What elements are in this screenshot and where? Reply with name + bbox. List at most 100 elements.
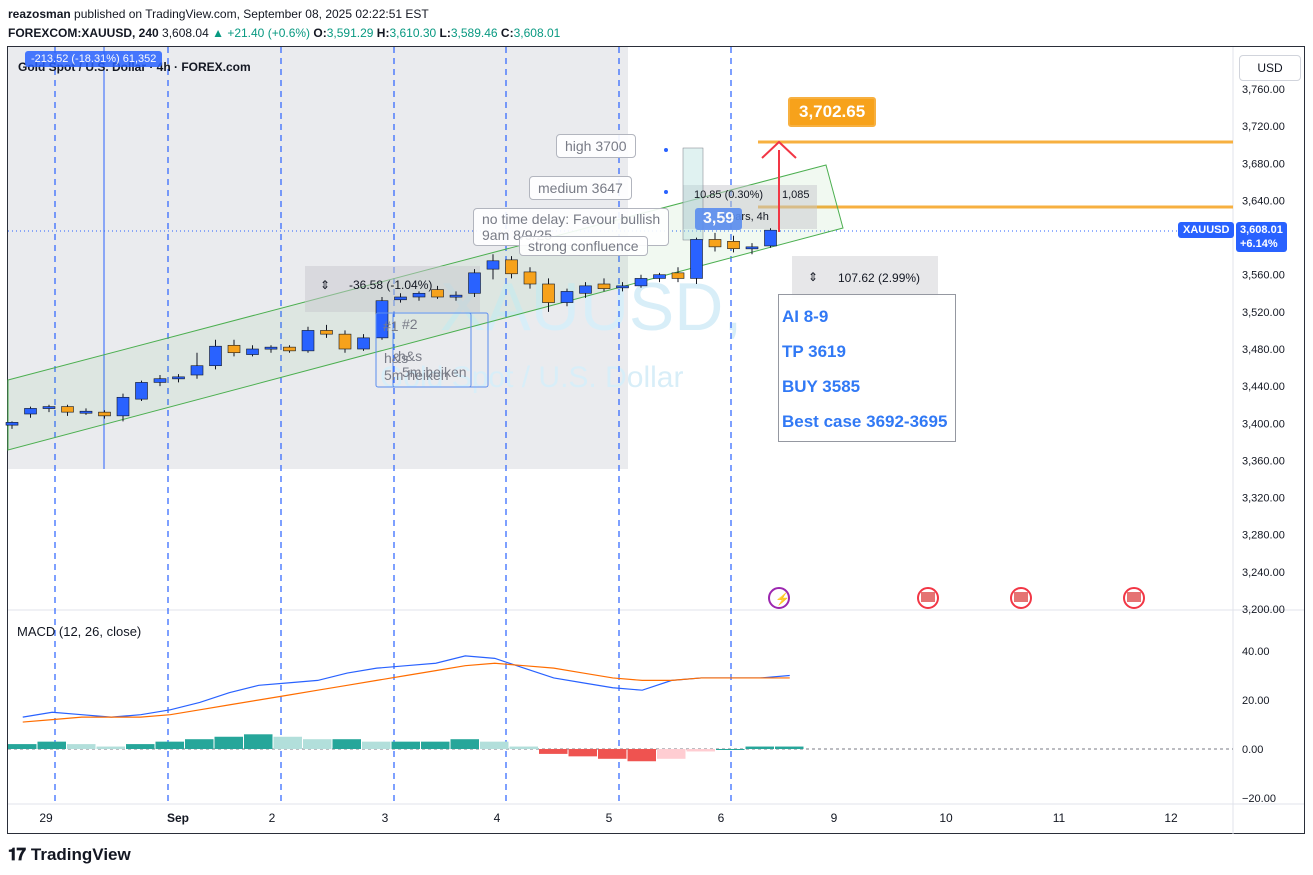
candle-body (5, 422, 19, 426)
mark-2: #2 (402, 316, 418, 332)
price-tick-label: 3,520.00 (1242, 307, 1285, 319)
heiken-label-2: 5m heiken (402, 364, 467, 380)
macd-histogram[interactable] (8, 734, 804, 762)
macd-tick-label: 0.00 (1242, 744, 1263, 756)
candlestick-series[interactable] (5, 228, 777, 429)
macd-hist-bar (37, 741, 66, 749)
candle-body (412, 292, 426, 298)
candle-body (153, 378, 167, 383)
price-tick-label: 3,480.00 (1242, 344, 1285, 356)
tradingview-logo[interactable]: 𝟏𝟕 TradingView (8, 845, 131, 865)
author-name[interactable]: reazosman (8, 7, 71, 21)
candle-body (246, 348, 259, 355)
candle-body (42, 406, 56, 409)
macd-hist-bar (332, 739, 361, 749)
price-tick-label: 3,640.00 (1242, 195, 1285, 207)
time-tick-label: 5 (606, 811, 613, 825)
last-price: 3,608.04 (162, 26, 209, 40)
target-arrow-head[interactable] (761, 140, 797, 159)
range-measure-box[interactable] (792, 256, 938, 298)
candle-body (338, 333, 352, 350)
candle-body (597, 283, 611, 289)
macd-axis[interactable]: 40.00 20.00 0.00 −20.00 (1242, 646, 1276, 805)
price-tick-label: 3,240.00 (1242, 567, 1285, 579)
candle-body (468, 272, 481, 294)
range-measure-label[interactable]: -213.52 (-18.31%) 61,352 (25, 51, 163, 67)
macd-tick-label: −20.00 (1242, 793, 1276, 805)
macd-hist-bar (126, 744, 155, 749)
macd-hist-bar (96, 746, 125, 749)
candle-body (135, 382, 148, 400)
measure-icon: ⇕ (808, 270, 819, 284)
macd-hist-bar (568, 749, 597, 757)
time-tick-label: 9 (831, 811, 838, 825)
drop-measure-text: -36.58 (-1.04%) (349, 278, 433, 292)
candle-body (690, 239, 703, 279)
candle-body (301, 330, 315, 352)
candle-body (98, 411, 111, 417)
last-change-value: +6.14% (1240, 238, 1278, 250)
macd-hist-bar (67, 744, 96, 749)
candle-body (190, 365, 204, 376)
shaded-range[interactable] (8, 47, 628, 469)
small-measure-text: 10.85 (0.30%) (694, 189, 764, 201)
macd-tick-label: 20.00 (1242, 695, 1270, 707)
signal-line[interactable] (22, 662, 790, 723)
candle-body (505, 259, 518, 275)
macd-hist-bar (391, 741, 420, 749)
close-label: C: (500, 26, 514, 40)
drop-measure-box[interactable] (305, 266, 480, 312)
time-tick-label: 2 (269, 811, 276, 825)
candle-body (320, 330, 333, 335)
high-callout[interactable]: high 3700 (556, 134, 636, 158)
publish-info: published on TradingView.com, September … (74, 7, 429, 21)
time-axis[interactable]: 29 Sep 2 3 4 5 6 9 10 11 12 (39, 811, 1178, 825)
macd-hist-bar (244, 734, 273, 749)
earnings-event-icon[interactable] (768, 587, 790, 609)
us-flag-icon (1014, 592, 1028, 602)
heiken-box-2[interactable] (392, 312, 472, 388)
candle-body (357, 337, 370, 350)
medium-callout-anchor (664, 190, 668, 194)
macd-hist-bar (450, 739, 479, 749)
high-callout-anchor (664, 148, 668, 152)
medium-callout[interactable]: medium 3647 (529, 176, 632, 200)
note-line-2: TP 3619 (782, 342, 846, 361)
time-tick-label: 29 (39, 811, 53, 825)
note-line-4: Best case 3692-3695 (782, 412, 948, 431)
candle-body (79, 410, 93, 414)
candle-body (172, 376, 185, 380)
candle-body (579, 285, 592, 294)
price-tick-label: 3,440.00 (1242, 381, 1285, 393)
trade-note[interactable]: AI 8-9 TP 3619 BUY 3585 Best case 3692-3… (778, 294, 956, 442)
candle-body (671, 272, 685, 279)
currency-button[interactable]: USD (1239, 55, 1301, 81)
macd-line[interactable] (22, 655, 790, 718)
price-tick-label: 3,760.00 (1242, 84, 1285, 96)
low-value: 3,589.46 (450, 26, 498, 40)
price-tick-label: 3,560.00 (1242, 270, 1285, 282)
heiken-label-1: 5m heiken (384, 367, 449, 383)
time-tick-label: 11 (1053, 811, 1066, 825)
us-flag-icon (1127, 592, 1141, 602)
watermark-symbol: XAUUSD, (440, 269, 742, 345)
candle-body (727, 240, 740, 250)
symbol-label[interactable]: FOREXCOM:XAUUSD, 240 (8, 26, 159, 40)
macd-label[interactable]: MACD (12, 26, close) (17, 624, 142, 639)
tv-logo-icon: 𝟏𝟕 (8, 845, 26, 864)
open-value: 3,591.29 (326, 26, 374, 40)
note-line-1: AI 8-9 (782, 307, 829, 326)
target-price-label[interactable]: 3,702.65 (788, 97, 877, 127)
candle-body (394, 296, 407, 301)
macd-hist-bar (686, 749, 715, 752)
price-axis[interactable]: 3,760.003,720.003,680.003,640.003,600.00… (1242, 84, 1285, 616)
confluence-callout[interactable]: strong confluence (519, 236, 648, 256)
tv-brand-text: TradingView (30, 845, 131, 864)
macd-hist-bar (716, 749, 745, 750)
price-tick-label: 3,400.00 (1242, 418, 1285, 430)
price-badge[interactable]: 3,59 (695, 208, 743, 230)
macd-hist-bar (421, 741, 450, 749)
macd-hist-bar (185, 739, 214, 749)
last-symbol-badge: XAUUSD (1178, 222, 1235, 238)
